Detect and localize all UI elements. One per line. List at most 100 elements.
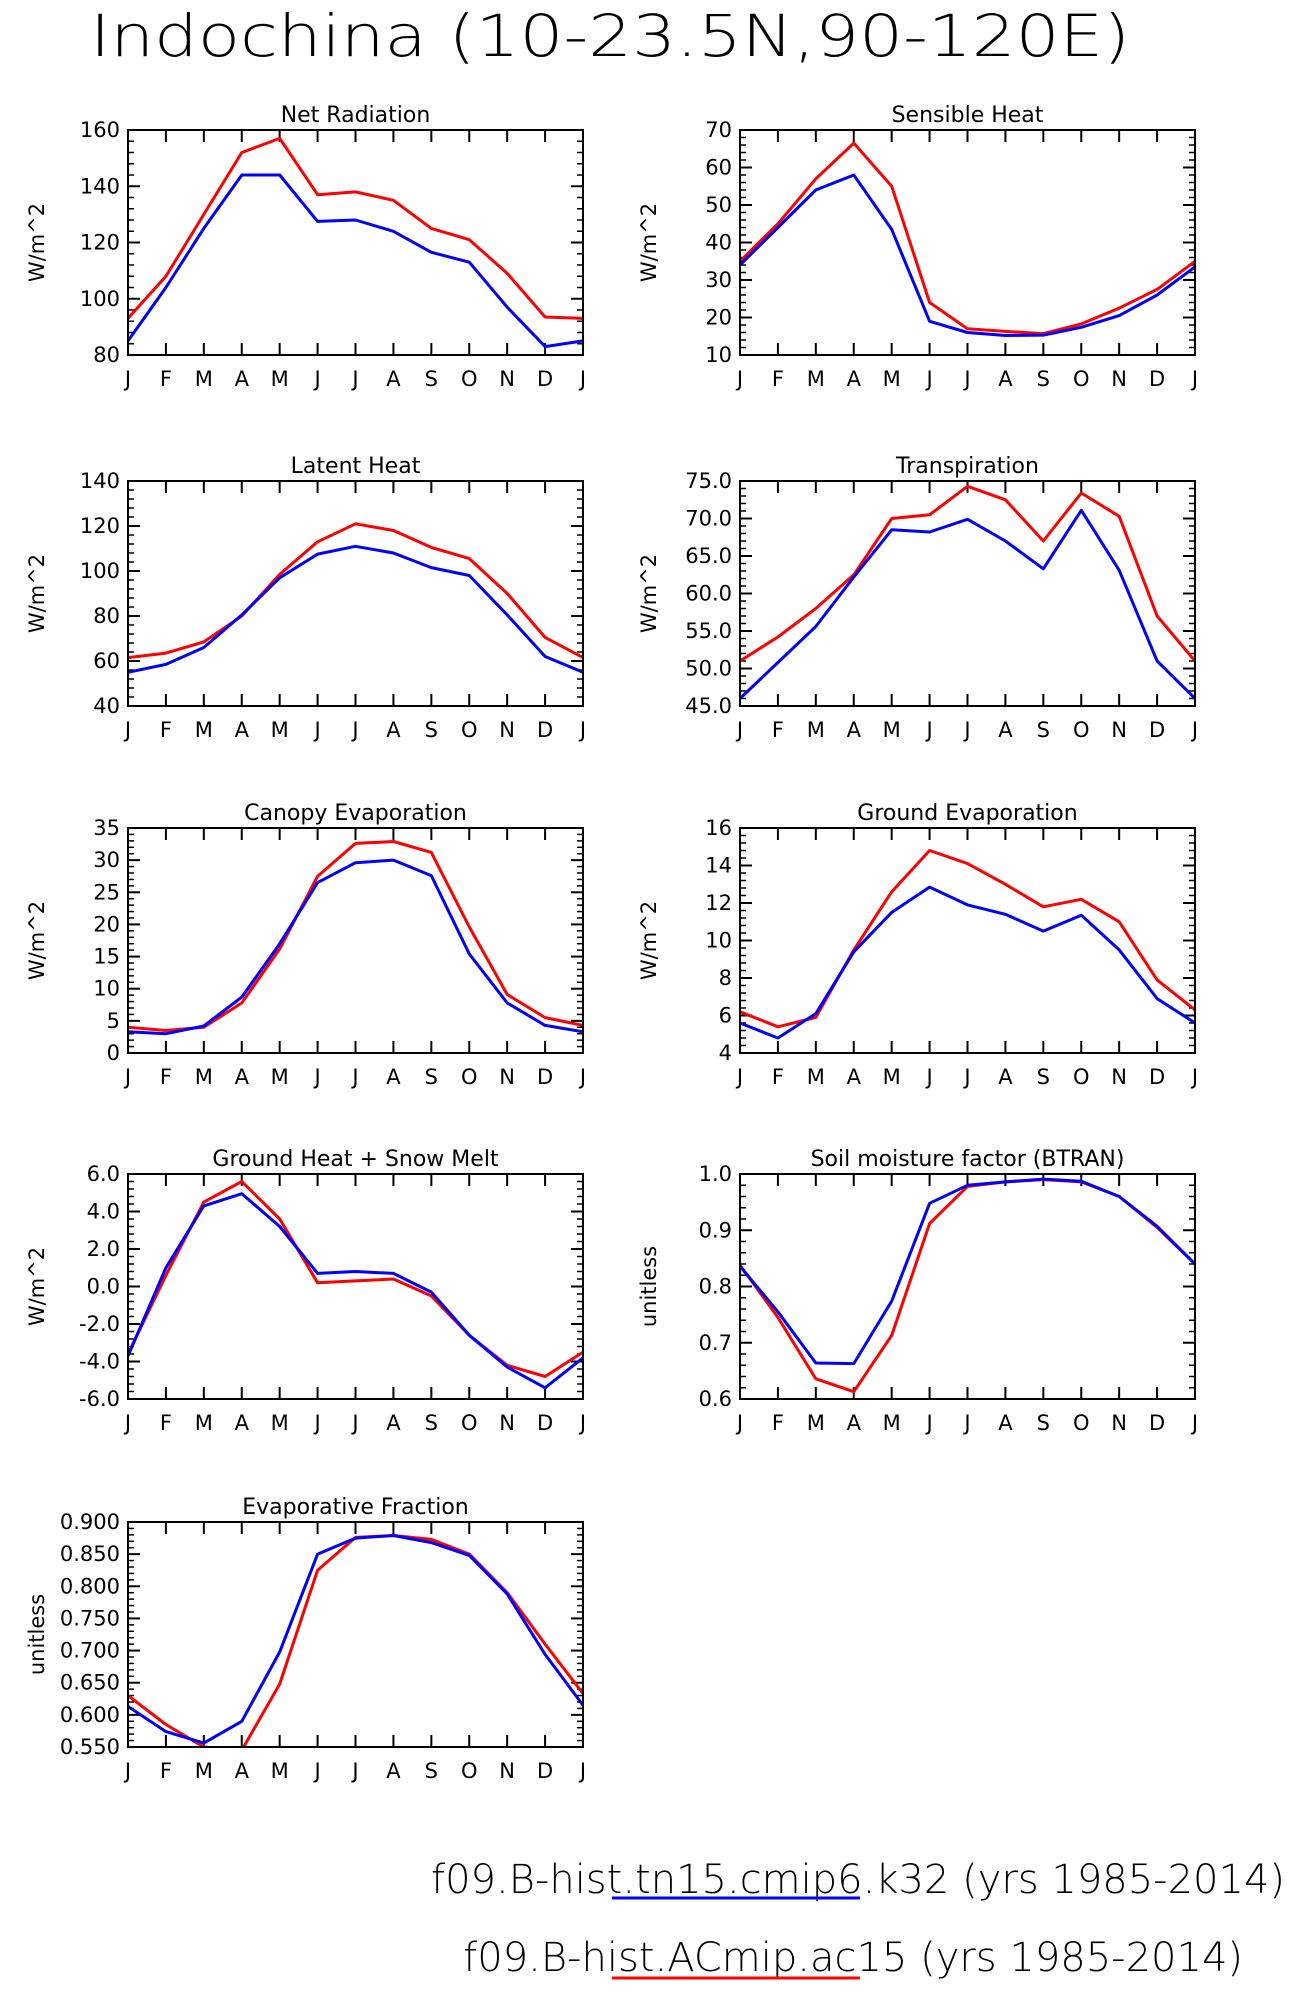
y-tick-label: 40 [93,694,120,718]
x-tick-label: J [350,1759,358,1783]
x-tick-label: A [386,1065,401,1089]
plot-frame [739,827,1196,1054]
series-line-blue [740,885,1195,1040]
chart-title: Latent Heat [291,454,421,479]
y-tick-label: 70.0 [685,507,732,531]
series-line-red [740,849,1195,1029]
y-tick-label: 5 [107,1009,120,1033]
x-tick-label: J [350,718,358,742]
x-tick-label: M [195,718,213,742]
y-axis-label: W/m^2 [637,203,661,282]
series-line-red [128,1180,583,1378]
y-tick-label: 4.0 [87,1200,120,1224]
x-tick-label: J [312,1065,320,1089]
x-tick-label: J [924,367,932,391]
y-tick-label: 35 [93,816,120,840]
plot-frame [739,480,1196,707]
y-tick-label: 45.0 [685,694,732,718]
x-tick-label: M [195,1411,213,1435]
y-tick-label: 80 [93,604,120,628]
chart-title: Ground Heat + Snow Melt [212,1147,499,1172]
x-tick-label: J [924,718,932,742]
plot-frame [127,1173,584,1400]
x-tick-label: N [1111,1411,1127,1435]
y-tick-label: -2.0 [79,1312,120,1336]
series-line-blue [128,173,583,349]
x-tick-label: N [499,1759,515,1783]
x-tick-label: M [883,718,901,742]
series-line-blue [128,1192,583,1390]
x-tick-label: J [1190,718,1198,742]
y-tick-label: 60 [705,156,732,180]
y-tick-label: 160 [80,118,120,142]
x-tick-label: F [160,1411,172,1435]
x-tick-label: D [1149,367,1165,391]
y-tick-label: 140 [80,174,120,198]
x-tick-label: J [924,1065,932,1089]
x-tick-label: J [1190,367,1198,391]
y-tick-label: 50 [705,193,732,217]
x-tick-label: D [537,1411,553,1435]
plot-frame [127,827,584,1054]
x-tick-label: A [847,1411,862,1435]
x-tick-label: M [883,1411,901,1435]
y-tick-label: 60.0 [685,582,732,606]
x-tick-label: D [1149,1065,1165,1089]
x-tick-label: A [386,718,401,742]
x-tick-label: O [1073,1411,1090,1435]
y-axis-label: W/m^2 [637,901,661,980]
plot-frame [739,129,1196,356]
plot-frame [739,1173,1196,1400]
x-tick-label: A [386,367,401,391]
y-tick-label: 0.550 [60,1735,120,1759]
x-tick-label: S [425,718,438,742]
y-tick-label: 20 [93,912,120,936]
series-line-blue [740,1177,1195,1366]
y-tick-label: 20 [705,306,732,330]
x-tick-label: A [998,367,1013,391]
x-tick-label: F [160,367,172,391]
chart-soil-moisture-factor-btran: Soil moisture factor (BTRAN) unitless 0.6 0… [637,1147,1198,1435]
series-line-red [128,1534,583,1747]
y-tick-label: 0.700 [60,1639,120,1663]
x-tick-label: M [271,1411,289,1435]
y-tick-label: 10 [705,929,732,953]
y-tick-label: 1.0 [699,1162,732,1186]
x-tick-label: M [807,1065,825,1089]
x-tick-label: J [735,1065,743,1089]
series-line-red [128,136,583,320]
x-tick-label: J [578,367,586,391]
x-tick-label: A [847,718,862,742]
x-tick-label: O [461,367,478,391]
x-tick-label: J [312,1759,320,1783]
chart-title: Transpiration [895,454,1039,479]
y-tick-label: 0.600 [60,1703,120,1727]
y-tick-label: 0.750 [60,1606,120,1630]
x-tick-label: F [772,1411,784,1435]
x-tick-label: J [312,718,320,742]
x-tick-label: J [578,1411,586,1435]
y-tick-label: 0.0 [87,1275,120,1299]
x-tick-label: D [537,718,553,742]
y-tick-label: 6 [719,1004,732,1028]
x-tick-label: S [425,1759,438,1783]
x-tick-label: A [847,1065,862,1089]
x-tick-label: M [883,1065,901,1089]
series-line-blue [128,544,583,674]
x-tick-label: M [271,367,289,391]
plot-frame [127,129,584,356]
y-tick-label: 50.0 [685,657,732,681]
y-tick-label: 140 [80,469,120,493]
x-tick-label: S [1037,1411,1050,1435]
x-tick-label: J [578,1065,586,1089]
chart-ground-heat-snow-melt: Ground Heat + Snow Melt W/m^2 -6.0 -4.0 -2.0… [25,1147,586,1435]
chart-title: Evaporative Fraction [242,1495,468,1520]
y-tick-label: 12 [705,891,732,915]
x-tick-label: J [735,1411,743,1435]
plot-frame [127,480,584,707]
y-tick-label: 55.0 [685,619,732,643]
y-axis-label: W/m^2 [637,554,661,633]
